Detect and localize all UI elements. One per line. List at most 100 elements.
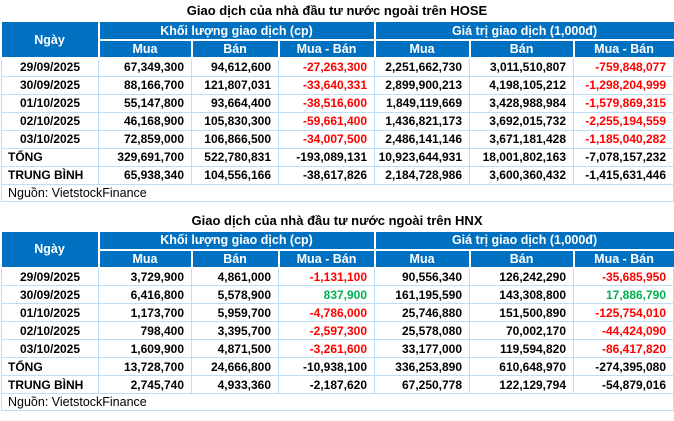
table-row: 01/10/2025 55,147,800 93,664,400 -38,516,60… (1, 93, 674, 113)
source-row: Nguồn: VietstockFinance (0, 183, 674, 202)
val-buy-cell: 33,177,000 (374, 339, 471, 358)
col-group-value: Giá trị giao dịch (1,000đ) (373, 231, 674, 251)
val-net-cell: -44,424,090 (573, 321, 674, 340)
val-buy-cell: 67,250,778 (374, 375, 471, 394)
val-net-cell: -125,754,010 (573, 303, 674, 322)
vol-sell-cell: 5,578,900 (191, 285, 279, 304)
hose-table-header: Ngày Khối lượng giao dịch (cp) Giá trị g… (1, 22, 674, 59)
date-cell: 01/10/2025 (1, 303, 99, 322)
val-buy-cell: 90,556,340 (374, 267, 471, 286)
val-buy-cell: 2,184,728,986 (374, 165, 471, 185)
col-header-volume-sell: Bán (190, 39, 280, 59)
vol-net-cell: -27,263,300 (277, 57, 376, 77)
vol-net-cell: -33,640,331 (277, 75, 376, 95)
table-body-0: 29/09/2025 67,349,300 94,612,600 -27,263,30… (0, 57, 674, 202)
val-sell-cell: 3,692,015,732 (469, 111, 575, 131)
col-group-volume: Khối lượng giao dịch (cp) (97, 231, 376, 251)
table-row: 29/09/2025 67,349,300 94,612,600 -27,263,30… (1, 57, 674, 77)
vol-sell-cell: 5,959,700 (191, 303, 279, 322)
vol-buy-cell: 1,609,900 (98, 339, 192, 358)
vol-net-cell: -193,089,131 (277, 147, 376, 167)
vol-sell-cell: 3,395,700 (191, 321, 279, 340)
vol-buy-cell: 6,416,800 (98, 285, 192, 304)
val-buy-cell: 336,253,890 (374, 357, 471, 376)
hnx-table-header: Ngày Khối lượng giao dịch (cp) Giá trị g… (1, 231, 674, 269)
table-row: 29/09/2025 3,729,900 4,861,000 -1,131,100 90… (1, 267, 674, 286)
col-header-value-net: Mua - Bán (572, 248, 674, 269)
col-header-volume-net: Mua - Bán (277, 39, 376, 59)
date-cell: 02/10/2025 (1, 111, 99, 131)
val-buy-cell: 1,849,119,669 (374, 93, 471, 113)
vol-net-cell: -59,661,400 (277, 111, 376, 131)
val-buy-cell: 10,923,644,931 (374, 147, 471, 167)
source-text: Nguồn: VietstockFinance (0, 183, 674, 202)
vol-net-cell: -38,617,826 (277, 165, 376, 185)
source-row: Nguồn: VietstockFinance (0, 393, 674, 411)
total-row: TỔNG 329,691,700 522,780,831 -193,089,131 10… (1, 147, 674, 167)
val-net-cell: -54,879,016 (573, 375, 674, 394)
val-sell-cell: 4,198,105,212 (469, 75, 575, 95)
val-net-cell: -274,395,080 (573, 357, 674, 376)
average-row: TRUNG BÌNH 65,938,340 104,556,166 -38,617,8… (1, 165, 674, 185)
vol-buy-cell: 3,729,900 (98, 267, 192, 286)
col-group-volume: Khối lượng giao dịch (cp) (97, 22, 376, 41)
vol-sell-cell: 94,612,600 (191, 57, 279, 77)
vol-sell-cell: 106,866,500 (191, 129, 279, 149)
table-row: 30/09/2025 6,416,800 5,578,900 837,900 161,1… (1, 285, 674, 304)
val-net-cell: -7,078,157,232 (573, 147, 674, 167)
vol-net-cell: -4,786,000 (277, 303, 376, 322)
hnx-table-title: Giao dịch của nhà đầu tư nước ngoài trên… (191, 212, 483, 228)
date-cell: 02/10/2025 (1, 321, 99, 340)
vol-net-cell: -38,516,600 (277, 93, 376, 113)
table-row: 03/10/2025 72,859,000 106,866,500 -34,007,5… (1, 129, 674, 149)
total-row: TỔNG 13,728,700 24,666,800 -10,938,100 336,2… (1, 357, 674, 376)
table-row: 02/10/2025 46,168,900 105,830,300 -59,661,4… (1, 111, 674, 131)
val-sell-cell: 143,308,800 (469, 285, 575, 304)
vol-buy-cell: 72,859,000 (98, 129, 192, 149)
val-net-cell: -1,579,869,315 (573, 93, 674, 113)
val-sell-cell: 119,594,820 (469, 339, 575, 358)
vol-sell-cell: 4,861,000 (191, 267, 279, 286)
table-body-1: 29/09/2025 3,729,900 4,861,000 -1,131,100 90… (0, 267, 674, 411)
vol-net-cell: -2,597,300 (277, 321, 376, 340)
val-buy-cell: 25,578,080 (374, 321, 471, 340)
vol-net-cell: -2,187,620 (277, 375, 376, 394)
col-header-volume-sell: Bán (190, 248, 280, 269)
vol-net-cell: -3,261,600 (277, 339, 376, 358)
vol-buy-cell: 88,166,700 (98, 75, 192, 95)
val-sell-cell: 610,648,970 (469, 357, 575, 376)
col-group-value: Giá trị giao dịch (1,000đ) (373, 22, 674, 41)
val-sell-cell: 3,428,988,984 (469, 93, 575, 113)
val-sell-cell: 3,011,510,807 (469, 57, 575, 77)
col-header-date: Ngày (1, 22, 100, 59)
date-cell: 03/10/2025 (1, 129, 99, 149)
val-buy-cell: 1,436,821,173 (374, 111, 471, 131)
vol-sell-cell: 4,933,360 (191, 375, 279, 394)
val-buy-cell: 2,486,141,146 (374, 129, 471, 149)
average-row-label: TRUNG BÌNH (1, 165, 99, 185)
total-row-label: TỔNG (1, 357, 99, 376)
hnx-table: Ngày Khối lượng giao dịch (cp) Giá trị g… (0, 231, 674, 411)
val-sell-cell: 126,242,290 (469, 267, 575, 286)
vol-sell-cell: 4,871,500 (191, 339, 279, 358)
val-net-cell: -86,417,820 (573, 339, 674, 358)
col-header-volume-buy: Mua (98, 248, 193, 269)
col-header-date: Ngày (1, 231, 100, 269)
vol-sell-cell: 93,664,400 (191, 93, 279, 113)
table-row: 30/09/2025 88,166,700 121,807,031 -33,640,3… (1, 75, 674, 95)
vol-buy-cell: 798,400 (98, 321, 192, 340)
table-row: 03/10/2025 1,609,900 4,871,500 -3,261,600 33… (1, 339, 674, 358)
col-header-value-sell: Bán (468, 39, 575, 59)
vol-net-cell: -1,131,100 (277, 267, 376, 286)
val-sell-cell: 3,671,181,428 (469, 129, 575, 149)
col-header-value-sell: Bán (468, 248, 575, 269)
col-header-volume-buy: Mua (98, 39, 193, 59)
val-buy-cell: 161,195,590 (374, 285, 471, 304)
col-header-value-buy: Mua (373, 39, 471, 59)
val-net-cell: 17,886,790 (573, 285, 674, 304)
val-sell-cell: 122,129,794 (469, 375, 575, 394)
vol-net-cell: -34,007,500 (277, 129, 376, 149)
date-cell: 01/10/2025 (1, 93, 99, 113)
hose-panel: Giao dịch của nhà đầu tư nước ngoài trên… (0, 3, 674, 202)
